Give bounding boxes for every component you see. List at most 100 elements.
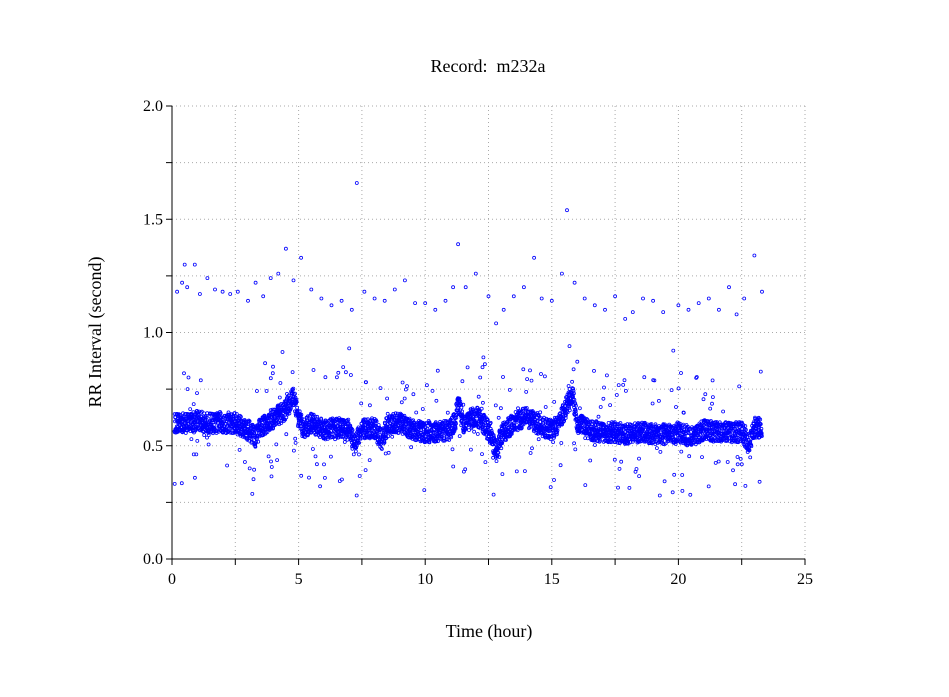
data-point (524, 406, 529, 410)
data-point (341, 365, 346, 370)
data-point (322, 475, 327, 480)
data-point (323, 375, 328, 380)
data-point (551, 440, 555, 445)
data-point (357, 440, 362, 445)
data-point (674, 424, 678, 429)
data-point (496, 450, 501, 455)
data-point (238, 414, 243, 419)
data-point (367, 403, 372, 408)
data-point (195, 438, 200, 443)
data-point (226, 410, 231, 415)
data-point (578, 406, 582, 411)
data-point (336, 370, 341, 375)
data-point (522, 285, 526, 290)
data-point (548, 485, 553, 490)
data-point (603, 307, 607, 312)
data-point (643, 439, 648, 444)
data-point (468, 447, 473, 452)
data-point (593, 443, 597, 447)
data-point (268, 408, 273, 413)
data-point (318, 484, 323, 489)
data-point (310, 447, 315, 451)
data-point (575, 359, 580, 364)
data-point (359, 401, 364, 406)
data-point (346, 417, 351, 422)
data-point (430, 388, 435, 393)
data-point (322, 462, 326, 467)
data-point (501, 375, 505, 379)
data-point (403, 387, 408, 392)
data-point (661, 310, 666, 315)
data-point (507, 387, 512, 392)
data-point (525, 377, 529, 382)
data-point (532, 255, 536, 260)
x-tick-label: 10 (417, 571, 433, 588)
x-axis-label: Time (hour) (446, 621, 533, 642)
data-point (434, 439, 439, 444)
data-point (570, 379, 574, 384)
data-point (476, 394, 481, 399)
data-point (475, 432, 480, 436)
data-point (305, 414, 310, 419)
data-point (447, 438, 452, 442)
data-point (268, 276, 273, 281)
data-point (203, 417, 208, 422)
data-point (488, 420, 493, 425)
data-point (246, 298, 250, 303)
data-point (220, 289, 225, 294)
data-point (323, 437, 328, 442)
data-point (642, 375, 647, 380)
data-point (657, 493, 662, 498)
data-point (225, 463, 230, 468)
data-point (362, 417, 367, 422)
data-point (240, 434, 245, 439)
data-point (293, 436, 298, 441)
data-point (741, 423, 746, 428)
data-point (295, 405, 300, 410)
data-point (585, 417, 590, 422)
data-point (206, 433, 211, 438)
data-point (357, 474, 362, 478)
data-point (307, 475, 311, 480)
data-point (613, 294, 617, 299)
data-point (758, 417, 763, 422)
data-point (592, 368, 596, 373)
data-point (367, 458, 372, 463)
data-point (708, 429, 712, 433)
data-point (758, 369, 763, 374)
data-point (278, 381, 283, 385)
data-point (478, 375, 483, 380)
data-point (394, 430, 399, 435)
data-point (293, 391, 297, 396)
data-point (456, 242, 461, 247)
data-point (528, 451, 533, 455)
data-point (442, 438, 447, 443)
data-point (744, 427, 748, 432)
data-point (549, 298, 554, 303)
data-point (559, 441, 564, 445)
data-point (266, 454, 271, 459)
data-point (473, 271, 478, 276)
data-point (560, 271, 564, 276)
data-point (494, 459, 499, 464)
data-point (760, 289, 764, 294)
data-point (706, 296, 711, 301)
data-point (552, 434, 557, 439)
data-point (607, 439, 611, 444)
data-point (351, 452, 356, 457)
data-point (679, 371, 683, 375)
x-tick-label: 20 (670, 571, 686, 588)
data-point (602, 422, 606, 427)
data-point (347, 346, 352, 351)
data-point (717, 307, 721, 312)
data-point (572, 280, 577, 285)
data-point (194, 452, 199, 457)
y-tick-label: 0.0 (143, 551, 163, 568)
data-point (743, 483, 748, 488)
data-point (697, 435, 701, 440)
data-point (637, 456, 641, 461)
data-point (530, 446, 534, 451)
data-point (669, 388, 674, 393)
data-point (189, 437, 194, 442)
